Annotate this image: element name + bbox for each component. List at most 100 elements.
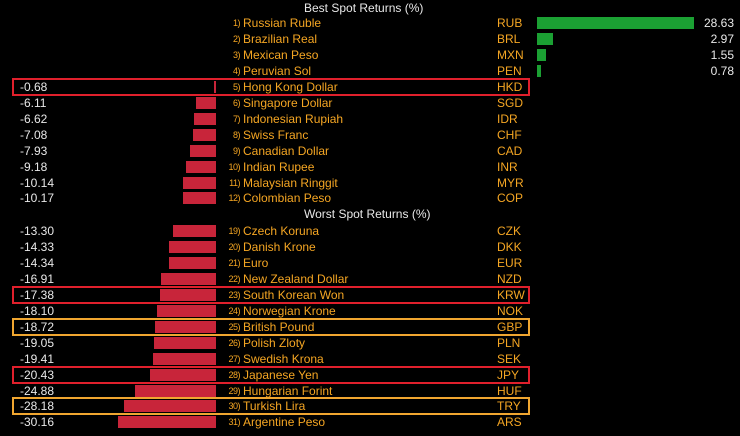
rank-label: 31): [228, 417, 240, 428]
value-label-nok: -18.10: [20, 303, 55, 318]
bar-eur: [169, 256, 216, 269]
rank-label: 12): [228, 193, 240, 204]
bar-sgd: [196, 96, 216, 109]
currency-code-nzd: NZD: [497, 271, 522, 286]
currency-row-gbp: -18.72 25) British Pound GBP: [0, 319, 740, 335]
value-label-try: -28.18: [20, 399, 55, 414]
value-label-myr: -10.14: [20, 175, 55, 190]
bar-hkd: [213, 80, 216, 93]
rank-label: 29): [228, 385, 240, 396]
value-label-nzd: -16.91: [20, 271, 55, 286]
rank-label: 23): [228, 289, 240, 300]
currency-row-brl: 2.97 2) Brazilian Real BRL: [0, 31, 740, 47]
currency-row-sgd: -6.11 6) Singapore Dollar SGD: [0, 95, 740, 111]
currency-code-pen: PEN: [497, 63, 522, 78]
bar-dkk: [169, 240, 216, 253]
currency-code-try: TRY: [497, 399, 521, 414]
currency-row-pln: -19.05 26) Polish Zloty PLN: [0, 335, 740, 351]
bar-cop: [182, 192, 216, 205]
rank-label: 3): [232, 49, 241, 60]
currency-row-pen: 0.78 4) Peruvian Sol PEN: [0, 63, 740, 79]
rank-label: 20): [228, 241, 240, 252]
value-label-pen: 0.78: [710, 63, 734, 78]
bar-myr: [183, 176, 216, 189]
currency-name-russian-ruble: Russian Ruble: [243, 16, 322, 30]
currency-code-eur: EUR: [497, 255, 523, 270]
value-label-brl: 2.97: [710, 31, 734, 46]
currency-row-try: -28.18 30) Turkish Lira TRY: [0, 398, 740, 414]
currency-row-czk: -13.30 19) Czech Koruna CZK: [0, 223, 740, 239]
rank-label: 21): [228, 257, 240, 268]
rank-label: 10): [228, 161, 240, 172]
value-label-mxn: 1.55: [710, 47, 734, 62]
bar-inr: [186, 160, 216, 173]
bar-idr: [194, 112, 216, 125]
currency-code-inr: INR: [497, 159, 518, 174]
currency-row-nok: -18.10 24) Norwegian Krone NOK: [0, 303, 740, 319]
rank-label: 2): [232, 33, 241, 44]
bar-pen: [537, 64, 542, 77]
currency-name-malaysian-ringgit: Malaysian Ringgit: [243, 175, 338, 190]
value-label-hkd: -0.68: [20, 79, 48, 94]
currency-name-indonesian-rupiah: Indonesian Rupiah: [243, 111, 344, 126]
rank-label: 5): [232, 81, 241, 92]
currency-name-south-korean-won: South Korean Won: [243, 287, 345, 302]
rank-label: 19): [228, 226, 240, 236]
currency-name-colombian-peso: Colombian Peso: [243, 191, 332, 206]
rank-label: 7): [232, 113, 241, 124]
currency-name-canadian-dollar: Canadian Dollar: [243, 143, 330, 158]
bar-czk: [172, 225, 216, 237]
currency-name-swedish-krona: Swedish Krona: [243, 351, 324, 366]
currency-code-huf: HUF: [497, 383, 522, 398]
rank-label: 1): [232, 18, 241, 28]
currency-code-brl: BRL: [497, 31, 521, 46]
currency-name-czech-koruna: Czech Koruna: [243, 224, 320, 238]
worst-section-title-text: Worst Spot Returns (%): [304, 207, 431, 221]
currency-name-danish-krone: Danish Krone: [243, 239, 316, 254]
rank-label: 9): [232, 145, 241, 156]
currency-code-rub: RUB: [497, 16, 523, 30]
currency-row-dkk: -14.33 20) Danish Krone DKK: [0, 239, 740, 255]
value-label-idr: -6.62: [20, 111, 48, 126]
rank-label: 6): [232, 97, 241, 108]
currency-row-jpy: -20.43 28) Japanese Yen JPY: [0, 367, 740, 383]
value-label-chf: -7.08: [20, 127, 48, 142]
currency-name-indian-rupee: Indian Rupee: [243, 159, 315, 174]
currency-row-idr: -6.62 7) Indonesian Rupiah IDR: [0, 111, 740, 127]
currency-row-krw: -17.38 23) South Korean Won KRW: [0, 287, 740, 303]
rank-label: 11): [229, 177, 240, 188]
value-label-krw: -17.38: [20, 287, 55, 302]
currency-row-nzd: -16.91 22) New Zealand Dollar NZD: [0, 271, 740, 287]
currency-row-inr: -9.18 10) Indian Rupee INR: [0, 159, 740, 175]
bar-sek: [152, 352, 216, 365]
currency-name-polish-zloty: Polish Zloty: [243, 335, 306, 350]
currency-row-hkd: -0.68 5) Hong Kong Dollar HKD: [0, 79, 740, 95]
value-label-gbp: -18.72: [20, 319, 55, 334]
value-label-dkk: -14.33: [20, 239, 55, 254]
bar-brl: [537, 32, 554, 45]
currency-code-dkk: DKK: [497, 239, 522, 254]
currency-code-chf: CHF: [497, 127, 522, 142]
bar-rub: [537, 17, 695, 29]
bar-cad: [190, 144, 216, 157]
bar-pln: [154, 336, 216, 349]
currency-name-argentine-peso: Argentine Peso: [243, 415, 326, 430]
currency-name-norwegian-krone: Norwegian Krone: [243, 303, 336, 318]
currency-name-mexican-peso: Mexican Peso: [243, 47, 319, 62]
currency-code-ars: ARS: [497, 415, 522, 430]
currency-code-sek: SEK: [497, 351, 522, 366]
currency-name-new-zealand-dollar: New Zealand Dollar: [243, 271, 349, 286]
currency-code-pln: PLN: [497, 335, 521, 350]
bar-ars: [117, 416, 216, 429]
currency-name-singapore-dollar: Singapore Dollar: [243, 95, 333, 110]
currency-code-krw: KRW: [497, 287, 525, 302]
rank-label: 4): [232, 65, 241, 76]
rank-label: 27): [228, 353, 240, 364]
rank-label: 25): [228, 321, 240, 332]
value-label-pln: -19.05: [20, 335, 55, 350]
currency-row-ars: -30.16 31) Argentine Peso ARS: [0, 414, 740, 430]
rank-label: 24): [228, 305, 240, 316]
currency-code-cop: COP: [497, 191, 524, 206]
currency-name-japanese-yen: Japanese Yen: [243, 367, 319, 382]
value-label-cad: -7.93: [20, 143, 48, 158]
